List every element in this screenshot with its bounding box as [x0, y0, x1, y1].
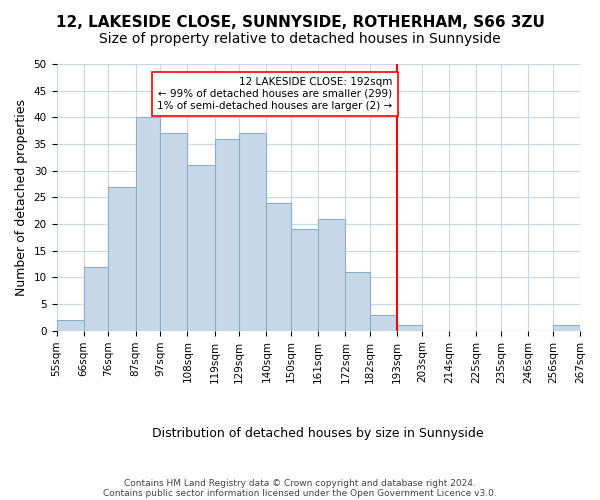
Bar	[215, 138, 239, 330]
Bar	[160, 134, 187, 330]
Bar	[136, 118, 160, 330]
Bar	[56, 320, 83, 330]
Text: 12 LAKESIDE CLOSE: 192sqm
← 99% of detached houses are smaller (299)
1% of semi-: 12 LAKESIDE CLOSE: 192sqm ← 99% of detac…	[157, 78, 392, 110]
Bar	[291, 230, 318, 330]
Text: Contains HM Land Registry data © Crown copyright and database right 2024.: Contains HM Land Registry data © Crown c…	[124, 478, 476, 488]
X-axis label: Distribution of detached houses by size in Sunnyside: Distribution of detached houses by size …	[152, 427, 484, 440]
Bar	[239, 134, 266, 330]
Bar	[370, 314, 397, 330]
Text: Contains public sector information licensed under the Open Government Licence v3: Contains public sector information licen…	[103, 488, 497, 498]
Bar	[83, 266, 109, 330]
Text: 12, LAKESIDE CLOSE, SUNNYSIDE, ROTHERHAM, S66 3ZU: 12, LAKESIDE CLOSE, SUNNYSIDE, ROTHERHAM…	[56, 15, 544, 30]
Bar	[266, 202, 291, 330]
Bar	[109, 186, 136, 330]
Bar	[397, 326, 422, 330]
Bar	[318, 218, 346, 330]
Bar	[553, 326, 580, 330]
Bar	[346, 272, 370, 330]
Text: Size of property relative to detached houses in Sunnyside: Size of property relative to detached ho…	[99, 32, 501, 46]
Bar	[187, 166, 215, 330]
Y-axis label: Number of detached properties: Number of detached properties	[15, 99, 28, 296]
